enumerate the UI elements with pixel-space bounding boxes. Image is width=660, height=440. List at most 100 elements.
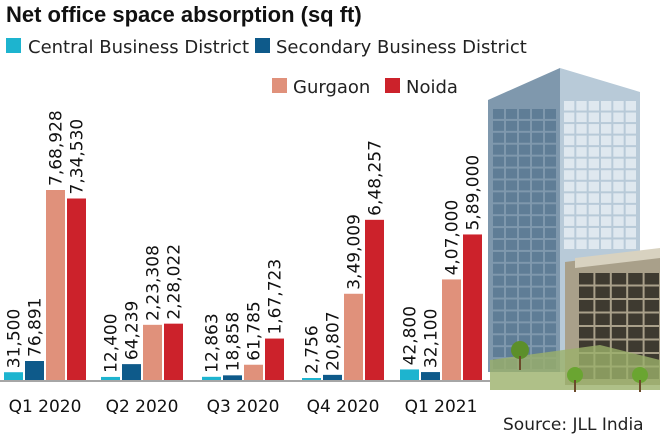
window [613, 170, 624, 180]
window [644, 340, 659, 352]
window [625, 112, 636, 123]
window [519, 204, 530, 215]
window [588, 181, 599, 192]
window [601, 204, 612, 215]
window [493, 192, 504, 203]
window [532, 216, 543, 227]
window [493, 287, 504, 298]
window [579, 313, 594, 325]
window [519, 109, 530, 119]
window [595, 313, 610, 325]
window [595, 300, 610, 312]
window [625, 158, 636, 169]
window [613, 204, 624, 215]
window [506, 204, 517, 215]
window [579, 327, 594, 339]
window [545, 251, 556, 262]
window [613, 181, 624, 192]
window [564, 216, 575, 226]
window [611, 286, 627, 298]
category-label: Q1 2021 [405, 397, 478, 417]
window [532, 228, 543, 238]
window [506, 251, 517, 262]
window [506, 132, 517, 143]
window [519, 228, 530, 238]
window [532, 132, 543, 143]
window [564, 181, 575, 192]
window [545, 168, 556, 179]
window [493, 251, 504, 262]
bar-gurgaon-4 [344, 293, 363, 380]
window [613, 193, 624, 203]
window [545, 216, 556, 227]
window [628, 327, 643, 339]
window [564, 193, 575, 203]
window [576, 204, 587, 215]
bar-cbd-5 [400, 369, 419, 380]
window [519, 251, 530, 262]
window [564, 112, 575, 123]
window [564, 170, 575, 180]
window [628, 313, 643, 325]
value-label-gurgaon-2: 2,23,308 [144, 245, 164, 321]
category-label: Q4 2020 [307, 397, 380, 417]
window [601, 227, 612, 238]
window [532, 335, 543, 346]
window [532, 299, 543, 310]
window [613, 101, 624, 111]
bar-sbd-5 [421, 372, 440, 380]
window [595, 273, 610, 285]
window [588, 227, 599, 238]
window [545, 240, 556, 250]
window [576, 216, 587, 226]
value-label-gurgaon-5: 4,07,000 [443, 200, 463, 276]
window [601, 181, 612, 192]
window [644, 327, 659, 339]
window [519, 132, 530, 143]
window [588, 170, 599, 180]
window [532, 240, 543, 250]
window [588, 112, 599, 123]
window [506, 263, 517, 274]
window [532, 168, 543, 179]
window [588, 193, 599, 203]
category-label: Q2 2020 [106, 397, 179, 417]
building-illustration [488, 68, 660, 392]
window [579, 340, 594, 352]
window [564, 135, 575, 146]
window [613, 147, 624, 157]
window [545, 180, 556, 191]
window [601, 193, 612, 203]
window [506, 144, 517, 155]
window [613, 216, 624, 226]
window [611, 327, 627, 339]
value-label-noida-1: 7,34,530 [68, 119, 88, 195]
window [545, 323, 556, 334]
window [545, 120, 556, 131]
window [611, 340, 627, 352]
window [506, 216, 517, 227]
window [506, 323, 517, 334]
value-label-cbd-5: 42,800 [401, 306, 421, 365]
window [493, 311, 504, 322]
window [506, 240, 517, 250]
window [595, 286, 610, 298]
window [519, 120, 530, 131]
window [493, 144, 504, 155]
value-label-sbd-1: 76,891 [26, 298, 46, 357]
window [576, 147, 587, 157]
value-label-noida-3: 1,67,723 [266, 259, 286, 335]
legend-swatch-sbd [255, 38, 270, 53]
window [519, 299, 530, 310]
window [506, 335, 517, 346]
window [628, 340, 643, 352]
bar-noida-4 [365, 219, 384, 380]
window [506, 156, 517, 167]
window [519, 287, 530, 298]
window [493, 228, 504, 238]
window [506, 168, 517, 179]
window [613, 112, 624, 123]
window [579, 300, 594, 312]
window [545, 263, 556, 274]
legend-label-cbd: Central Business District [28, 37, 249, 58]
